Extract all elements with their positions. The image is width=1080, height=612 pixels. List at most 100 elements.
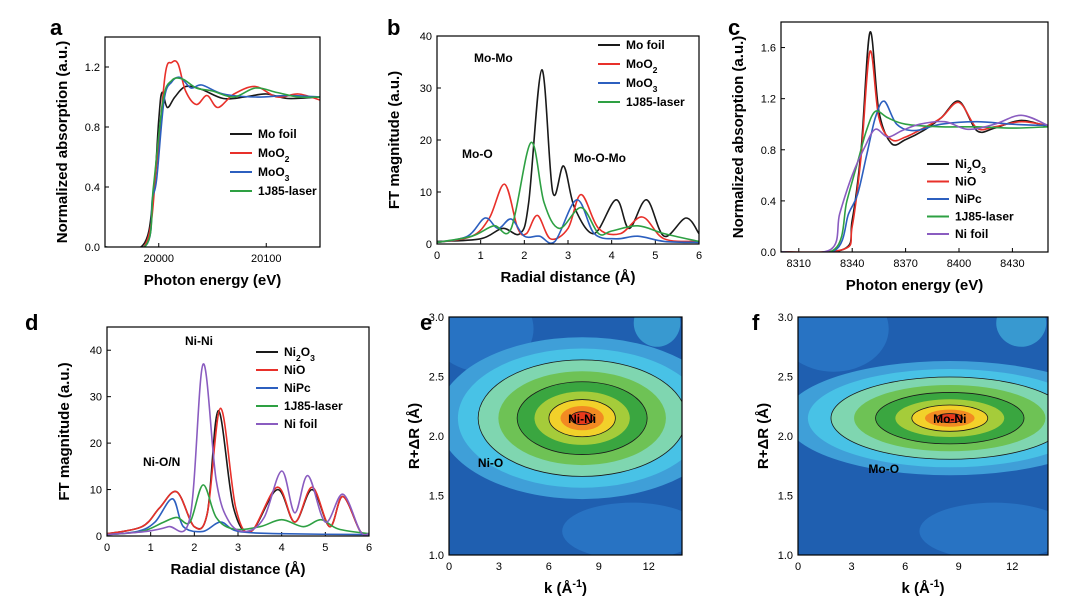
- series-line: [107, 363, 369, 536]
- plot-frame: [436, 35, 700, 245]
- legend-label: NiO: [284, 363, 305, 377]
- legend-label: Ni foil: [955, 227, 988, 241]
- heatmap-field: [449, 317, 682, 555]
- x-tick-label: 20000: [143, 253, 174, 265]
- x-axis-label: Photon energy (eV): [846, 277, 984, 294]
- x-tick-label: 6: [696, 250, 702, 262]
- y-tick-label: 1.0: [429, 550, 444, 562]
- y-tick-label: 0: [96, 531, 102, 543]
- x-tick-label: 8430: [1000, 258, 1024, 270]
- x-tick-label: 6: [366, 542, 372, 554]
- series-line: [781, 114, 1048, 252]
- annotation-label: Mo-O: [462, 147, 493, 161]
- y-tick-label: 1.5: [778, 491, 793, 503]
- panel-a: a 20000 20100 0.0 0.4 0.8 1.2 Photon energy (eV…: [50, 15, 321, 289]
- legend-label: MoO3: [258, 165, 290, 183]
- panel-c: c 8310 8340 8370 8400 8430 0.0 0.4 0.8 1.2 1.6 Phot…: [728, 15, 1049, 294]
- x-tick-label: 8340: [840, 258, 864, 270]
- legend-label: Ni2O3: [284, 345, 315, 363]
- series-line: [107, 484, 369, 536]
- x-tick-label: 8370: [893, 258, 917, 270]
- y-tick-label: 20: [90, 438, 102, 450]
- x-tick-label: 20100: [251, 253, 282, 265]
- y-tick-label: 0: [426, 239, 432, 251]
- y-tick-label: 0.8: [761, 145, 776, 157]
- x-tick-label: 5: [652, 250, 658, 262]
- panel-letter: d: [25, 310, 38, 335]
- heatmap-label: Ni-O: [478, 456, 503, 470]
- heatmap-label: Mo-O: [868, 462, 899, 476]
- x-tick-label: 9: [956, 561, 962, 573]
- x-tick-label: 1: [148, 542, 154, 554]
- heatmap-label: Mo-Ni: [933, 412, 966, 426]
- legend-label: MoO2: [626, 57, 658, 75]
- annotation-label: Ni-O/N: [143, 455, 180, 469]
- contour-line: [875, 392, 1025, 445]
- x-tick-label: 6: [546, 561, 552, 573]
- y-tick-label: 3.0: [778, 312, 793, 324]
- legend-label: NiO: [955, 175, 976, 189]
- y-tick-label: 10: [420, 187, 432, 199]
- legend-label: Mo foil: [258, 127, 297, 141]
- legend-label: 1J85-laser: [626, 95, 685, 109]
- legend-label: Ni2O3: [955, 157, 986, 175]
- y-tick-label: 40: [90, 345, 102, 357]
- heatmap-blob: [633, 317, 681, 347]
- y-tick-label: 1.2: [85, 62, 100, 74]
- x-axis-label: Photon energy (eV): [144, 272, 282, 289]
- contour-line: [548, 399, 616, 438]
- heatmap-field: [798, 317, 1048, 555]
- y-tick-label: 0.4: [85, 182, 100, 194]
- x-axis-label: Radial distance (Å): [170, 561, 305, 578]
- panel-letter: b: [387, 15, 400, 40]
- y-axis-label: FT magnitude (a.u.): [386, 71, 403, 209]
- contour-line: [911, 404, 989, 432]
- y-tick-label: 1.6: [761, 43, 776, 55]
- heatmap-blob: [798, 317, 889, 372]
- x-tick-label: 3: [235, 542, 241, 554]
- y-axis-label: R+ΔR (Å): [406, 403, 423, 469]
- panel-f: f 0 3 6 9 12 1.0 1.5 2.0 2.5 3.0 k (Å-1) R+ΔR (Å) Mo-…: [752, 310, 1049, 597]
- y-tick-label: 20: [420, 135, 432, 147]
- plot-frame: [106, 326, 370, 537]
- plot-frame: [780, 21, 1049, 253]
- legend-label: MoO3: [626, 76, 658, 94]
- x-tick-label: 0: [795, 561, 801, 573]
- y-tick-label: 10: [90, 485, 102, 497]
- x-tick-label: 0: [434, 250, 440, 262]
- y-tick-label: 2.0: [778, 431, 793, 443]
- x-tick-label: 4: [279, 542, 285, 554]
- y-tick-label: 2.5: [778, 372, 793, 384]
- y-tick-label: 0.4: [761, 196, 776, 208]
- contour-line: [830, 376, 1048, 460]
- x-tick-label: 0: [104, 542, 110, 554]
- legend-label: MoO2: [258, 146, 290, 164]
- x-tick-label: 2: [191, 542, 197, 554]
- series-line: [781, 110, 1048, 252]
- x-tick-label: 5: [322, 542, 328, 554]
- contour-level: [936, 413, 963, 423]
- x-tick-label: 2: [521, 250, 527, 262]
- annotation-label: Mo-O-Mo: [574, 151, 626, 165]
- legend-label: Mo foil: [626, 38, 665, 52]
- x-tick-label: 6: [902, 561, 908, 573]
- x-tick-label: 12: [1006, 561, 1018, 573]
- series-line: [437, 199, 699, 244]
- contour-line: [936, 413, 964, 424]
- series-line: [105, 77, 320, 247]
- heatmap-blob: [996, 317, 1047, 347]
- x-tick-label: 3: [496, 561, 502, 573]
- y-tick-label: 0.8: [85, 122, 100, 134]
- panel-letter: a: [50, 15, 63, 40]
- x-tick-label: 1: [478, 250, 484, 262]
- x-tick-label: 4: [609, 250, 615, 262]
- x-tick-label: 9: [596, 561, 602, 573]
- y-axis-label: FT magnitude (a.u.): [56, 362, 73, 500]
- plot-frame: [797, 316, 1049, 556]
- series-line: [107, 498, 369, 536]
- heatmap-label: Ni-Ni: [568, 412, 596, 426]
